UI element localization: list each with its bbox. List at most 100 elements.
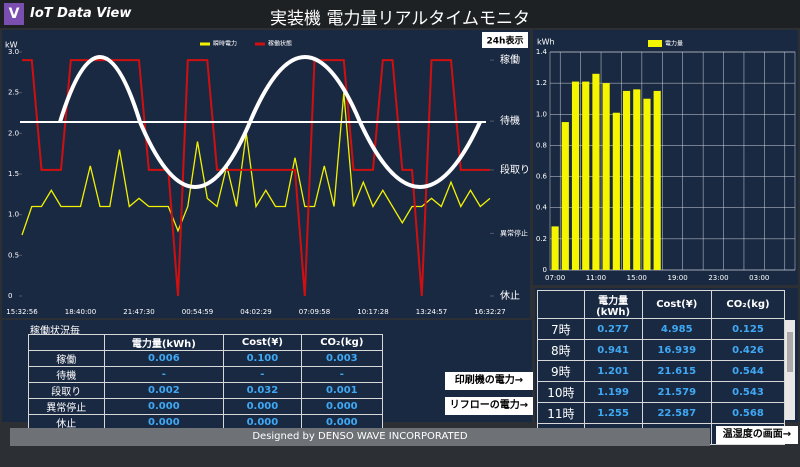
nav-button[interactable]: リフローの電力→ — [445, 397, 533, 415]
range-button[interactable]: 24h表示 — [482, 32, 528, 48]
value-cell: 0.002 — [103, 382, 225, 399]
y-tick-label: 1.4 — [536, 48, 548, 56]
header-row: 電力量 (kWh) Cost(¥) CO₂(kg) — [537, 290, 786, 319]
value-cell: 0.032 — [223, 382, 302, 399]
scroll-thumb[interactable] — [787, 332, 793, 372]
y-axis-label: kW — [5, 41, 18, 50]
value-cell: 0.003 — [300, 350, 384, 367]
footer-bar: Designed by DENSO WAVE INCORPORATED — [10, 428, 710, 446]
range-button-label: 24h表示 — [487, 35, 524, 47]
value-cell: 16.939 — [641, 339, 712, 361]
value-cell: 0.001 — [300, 382, 384, 399]
value-cell: 0.543 — [710, 381, 786, 403]
value-cell: 0.000 — [223, 398, 302, 415]
x-tick-label: 16:32:27 — [474, 308, 505, 316]
legend-swatch — [648, 40, 662, 47]
status-table: 電力量(kWh) Cost(¥) CO₂(kg) 稼働 0.006 0.100 0.003 待… — [28, 334, 384, 431]
value-cell: 0.000 — [300, 414, 384, 431]
y-tick-label: 0.6 — [536, 173, 548, 181]
value-cell: 21.579 — [641, 381, 712, 403]
x-tick-label: 15:32:56 — [6, 308, 38, 316]
table-row: 段取り 0.002 0.032 0.001 — [28, 382, 384, 399]
power-panel — [2, 30, 530, 318]
row-label: 異常停止 — [28, 398, 105, 415]
bar — [643, 98, 651, 270]
value-cell: 0.941 — [583, 339, 643, 361]
value-cell: 0.426 — [710, 339, 786, 361]
table-row: 8時 0.941 16.939 0.426 — [537, 339, 786, 361]
value-cell: 0.000 — [103, 398, 225, 415]
value-cell: 0.000 — [223, 414, 302, 431]
row-label: 7時 — [537, 318, 585, 340]
x-tick-label: 23:00 — [708, 274, 728, 282]
state-label: 異常停止 — [500, 228, 528, 237]
value-cell: 1.201 — [583, 360, 643, 382]
bar — [592, 73, 600, 270]
table-row: 待機 - - - — [28, 366, 384, 383]
page-title: 実装機 電力量リアルタイムモニタ — [270, 9, 530, 29]
row-label: 8時 — [537, 339, 585, 361]
x-tick-label: 21:47:30 — [123, 308, 154, 316]
header-cell: Cost(¥) — [223, 334, 302, 351]
header-cell: 電力量 (kWh) — [583, 290, 643, 319]
y-tick-label: 0.8 — [536, 141, 547, 149]
value-cell: 4.985 — [641, 318, 712, 340]
nav-button[interactable]: 印刷機の電力→ — [445, 372, 533, 390]
overlay-wave — [58, 55, 482, 189]
logo: V IoT Data View — [4, 3, 154, 25]
row-label: 10時 — [537, 381, 585, 403]
header-cell — [537, 290, 585, 319]
bar — [612, 112, 620, 270]
value-cell: 0.568 — [710, 402, 786, 424]
value-cell: - — [103, 366, 225, 383]
y-tick-label: 2.0 — [8, 129, 19, 137]
state-label: 稼働 — [500, 53, 520, 66]
x-tick-label: 15:00 — [627, 274, 647, 282]
x-tick-label: 00:54:59 — [182, 308, 213, 316]
nav-button[interactable]: 温湿度の画面→ — [716, 426, 798, 444]
bar — [633, 89, 641, 270]
logo-icon: V — [4, 3, 24, 25]
bar — [602, 83, 610, 271]
value-cell: 21.615 — [641, 360, 712, 382]
value-cell: 22.587 — [641, 402, 712, 424]
state-label: 段取り — [500, 163, 530, 176]
bar — [582, 81, 590, 270]
row-label: 稼働 — [28, 350, 105, 367]
bar — [653, 90, 661, 270]
range-button-bg — [482, 32, 528, 48]
scrollbar[interactable] — [785, 320, 795, 420]
x-tick-label: 11:00 — [586, 274, 606, 282]
table-row: 11時 1.255 22.587 0.568 — [537, 402, 786, 424]
y-tick-label: 1.5 — [8, 170, 19, 178]
y-tick-label: 0.5 — [8, 251, 19, 259]
header-cell: Cost(¥) — [641, 290, 712, 319]
header-cell: 電力量(kWh) — [103, 334, 225, 351]
value-cell: - — [300, 366, 384, 383]
row-label: 待機 — [28, 366, 105, 383]
state-label: 休止 — [500, 290, 520, 302]
x-tick-label: 03:00 — [749, 274, 769, 282]
row-label: 11時 — [537, 402, 585, 424]
legend-label: 稼働状態 — [268, 40, 292, 48]
value-cell: 0.544 — [710, 360, 786, 382]
bar — [571, 81, 580, 270]
header-cell — [28, 334, 105, 351]
x-tick-label: 07:00 — [545, 274, 565, 282]
y-tick-label: 0.2 — [536, 235, 547, 243]
y-tick-label: 0.4 — [536, 204, 548, 212]
y-tick-label: 0 — [8, 292, 12, 300]
status-title: 稼働状況毎 — [30, 326, 80, 337]
header-cell: CO₂(kg) — [300, 334, 384, 351]
y-tick-label: 1.2 — [536, 79, 547, 87]
value-cell: 0.277 — [583, 318, 643, 340]
header-cell: CO₂(kg) — [710, 290, 786, 319]
value-cell: 0.006 — [103, 350, 225, 367]
series-line — [21, 92, 491, 236]
row-label: 休止 — [28, 414, 105, 431]
bar — [551, 226, 559, 270]
value-cell: 0.000 — [103, 414, 225, 431]
x-tick-label: 19:00 — [668, 274, 688, 282]
